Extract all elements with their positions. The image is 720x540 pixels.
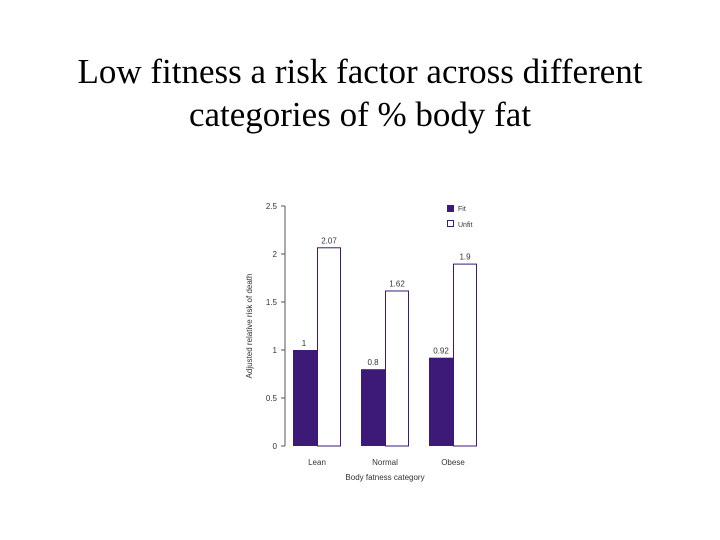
y-tick-label: 2.5 — [266, 202, 278, 211]
y-axis-label: Adjusted relative risk of death — [245, 274, 254, 379]
legend-swatch-fit — [447, 205, 454, 212]
slide-title: Low fitness a risk factor across differe… — [30, 50, 690, 136]
bar-unfit-normal — [385, 290, 409, 447]
data-label-fit-lean: 1 — [302, 339, 307, 348]
bar-fit-normal — [361, 369, 385, 446]
legend-label-fit: Fit — [458, 206, 466, 213]
x-tick-label-normal: Normal — [372, 458, 398, 467]
data-label-unfit-lean: 2.07 — [321, 236, 337, 245]
slide-title-line-2: categories of % body fat — [188, 95, 532, 134]
legend-label-unfit: Unfit — [458, 222, 472, 229]
legend-swatch-unfit — [447, 220, 454, 227]
y-tick-label: 2 — [273, 250, 278, 259]
bar-unfit-obese — [453, 263, 477, 447]
y-tick-label: 0.5 — [266, 394, 278, 403]
y-tick-label: 1 — [273, 346, 278, 355]
data-label-fit-normal: 0.8 — [367, 358, 379, 367]
slide-title-line-1: Low fitness a risk factor across differe… — [77, 52, 643, 91]
data-label-fit-obese: 0.92 — [433, 347, 449, 356]
bar-unfit-lean — [317, 247, 341, 447]
bar-fit-lean — [293, 350, 317, 446]
x-tick-label-lean: Lean — [308, 458, 326, 467]
x-axis-label: Body fatness category — [345, 473, 424, 482]
y-tick-label: 0 — [273, 442, 278, 451]
x-tick-label-obese: Obese — [441, 458, 465, 467]
bar-fit-obese — [429, 357, 453, 446]
data-label-unfit-normal: 1.62 — [389, 279, 405, 288]
y-tick-label: 1.5 — [266, 298, 278, 307]
data-label-unfit-obese: 1.9 — [459, 253, 471, 262]
